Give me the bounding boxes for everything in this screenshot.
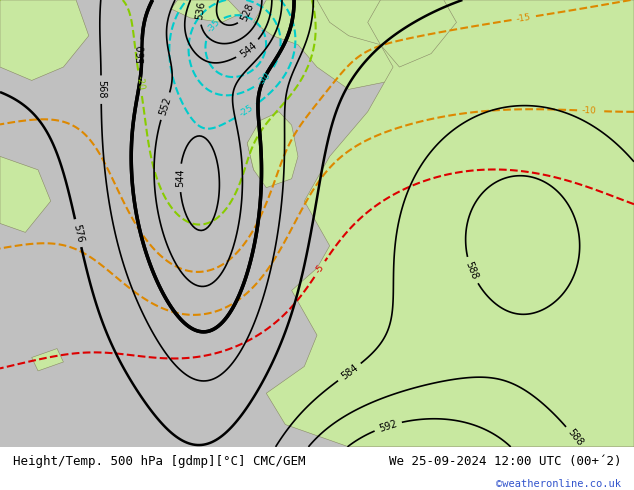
Text: 576: 576 [71, 223, 85, 244]
Text: -20: -20 [134, 75, 145, 91]
Text: Height/Temp. 500 hPa [gdmp][°C] CMC/GEM: Height/Temp. 500 hPa [gdmp][°C] CMC/GEM [13, 456, 305, 468]
Text: -15: -15 [515, 12, 532, 24]
Text: 544: 544 [175, 169, 185, 187]
Polygon shape [254, 0, 412, 89]
Text: 584: 584 [339, 363, 360, 382]
Text: 568: 568 [96, 80, 106, 99]
Text: -10: -10 [582, 106, 597, 116]
Polygon shape [266, 0, 634, 447]
Polygon shape [171, 0, 241, 23]
Polygon shape [247, 125, 285, 179]
Text: -25: -25 [237, 103, 255, 119]
Text: -5: -5 [313, 263, 326, 275]
Text: 588: 588 [463, 260, 480, 281]
Text: 544: 544 [238, 40, 259, 59]
Text: -35: -35 [205, 17, 223, 34]
Text: We 25-09-2024 12:00 UTC (00+´2): We 25-09-2024 12:00 UTC (00+´2) [389, 456, 621, 468]
Text: 560: 560 [137, 45, 147, 63]
Text: 592: 592 [378, 418, 398, 434]
Text: 588: 588 [566, 428, 585, 448]
Polygon shape [0, 156, 51, 232]
Text: ©weatheronline.co.uk: ©weatheronline.co.uk [496, 479, 621, 489]
Text: 536: 536 [195, 0, 207, 21]
Polygon shape [0, 0, 89, 80]
Text: 552: 552 [157, 96, 173, 117]
Polygon shape [32, 348, 63, 371]
Text: -30: -30 [256, 71, 272, 88]
Polygon shape [247, 112, 298, 188]
Polygon shape [368, 0, 456, 67]
Text: 528: 528 [238, 1, 256, 23]
